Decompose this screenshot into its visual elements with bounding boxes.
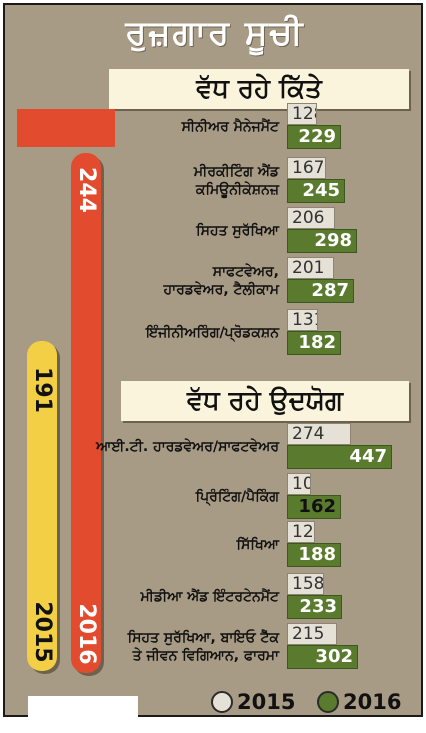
chart-title: ਰੁਜ਼ਗਾਰ ਸੂਚੀ	[125, 13, 305, 53]
section-heading-occupations: ਵੱਧ ਰਹੇ ਕਿੱਤੇ	[109, 69, 409, 109]
category-label-line: ਤੇ ਜੀਵਨ ਵਿਗਿਆਨ, ਫਾਰਮਾ	[132, 648, 279, 664]
bar-2016: 182	[287, 331, 341, 355]
bar-2016: 287	[287, 279, 354, 303]
category-label: ਸਿੱਖਿਆ	[237, 536, 279, 554]
category-label-line: ਆਈ.ਟੀ. ਹਾਰਡਵੇਅਰ/ਸਾਫਟਵੇਅਰ	[96, 439, 279, 455]
category-label: ਪ੍ਰਿੰਟਿੰਗ/ਪੈਕਿੰਗ	[196, 488, 279, 506]
category-label-line: ਸਿੱਖਿਆ	[236, 537, 279, 553]
category-label: ਸੀਨੀਅਰ ਮੈਨੇਜਮੈਂਟ	[182, 118, 279, 136]
bar-2015: 158	[287, 573, 324, 595]
section-heading-industries-text: ਵੱਧ ਰਹੇ ਉਦਯੋਗ	[186, 386, 344, 416]
category-label-line: ਕਮਿਊਨੀਕੇਸ਼ਨਜ਼	[195, 182, 279, 198]
bar-2016: 245	[287, 179, 345, 203]
category-label-line: ਸੀਨੀਅਰ ਮੈਨੇਜਮੈਂਟ	[181, 119, 279, 135]
total-label-2015: 2015	[30, 601, 55, 663]
infographic-panel: ਰੁਜ਼ਗਾਰ ਸੂਚੀ ਵੱਧ ਰਹੇ ਕਿੱਤੇ ਵੱਧ ਰਹੇ ਉਦਯੋਗ…	[3, 3, 423, 717]
category-label: ਇੰਜੀਨੀਅਰਿੰਗ/ਪ੍ਰੋਡਕਸ਼ਨ	[146, 324, 279, 342]
total-label-2016: 2016	[74, 603, 99, 665]
bar-2016: 302	[287, 645, 358, 669]
category-label-line: ਮੀਡੀਆ ਐਂਡ ਇੰਟਰਟੇਨਮੈਂਟ	[140, 589, 279, 605]
total-value-2016: 244	[74, 167, 99, 213]
bar-2015: 274	[287, 423, 351, 445]
total-bar-2015	[27, 341, 57, 671]
section-heading-industries: ਵੱਧ ਰਹੇ ਉਦਯੋਗ	[121, 381, 409, 421]
bar-2015: 101	[287, 473, 311, 495]
category-label-line: ਹਾਰਡਵੇਅਰ, ਟੈਲੀਕਾਮ	[163, 282, 279, 298]
total-bar-2016	[71, 153, 101, 673]
bar-2015: 131	[287, 309, 318, 331]
red-accent-tab	[17, 109, 115, 147]
bar-2016: 233	[287, 595, 342, 619]
legend: 2015 2016	[205, 687, 419, 715]
bar-2016: 188	[287, 543, 341, 567]
legend-swatch-2015	[211, 691, 233, 713]
category-label: ਆਈ.ਟੀ. ਹਾਰਡਵੇਅਰ/ਸਾਫਟਵੇਅਰ	[96, 438, 279, 456]
legend-label-2015: 2015	[237, 690, 296, 714]
bar-2015: 120	[287, 521, 315, 543]
category-label: ਸਾਫਟਵੇਅਰ, ਹਾਰਡਵੇਅਰ, ਟੈਲੀਕਾਮ	[164, 263, 279, 299]
category-label: ਮੀਡੀਆ ਐਂਡ ਇੰਟਰਟੇਨਮੈਂਟ	[140, 588, 279, 606]
bar-2015: 201	[287, 257, 334, 279]
legend-label-2016: 2016	[343, 690, 402, 714]
corner-mask	[28, 696, 138, 720]
category-label-line: ਇੰਜੀਨੀਅਰਿੰਗ/ਪ੍ਰੋਡਕਸ਼ਨ	[145, 325, 279, 341]
bar-2016: 229	[287, 125, 341, 149]
category-label: ਮੀਰਕੀਟਿੰਗ ਐਂਡ ਕਮਿਊਨੀਕੇਸ਼ਨਜ਼	[194, 163, 279, 199]
bar-2015: 167	[287, 157, 326, 179]
category-label: ਸਿਹਤ ਸੁਰੱਖਿਆ, ਬਾਇਓ ਟੈੱਕ ਤੇ ਜੀਵਨ ਵਿਗਿਆਨ, ਫ…	[128, 629, 279, 665]
legend-swatch-2016	[317, 691, 339, 713]
section-heading-occupations-text: ਵੱਧ ਰਹੇ ਕਿੱਤੇ	[196, 74, 322, 104]
category-label: ਸਿਹਤ ਸੁਰੱਖਿਆ	[196, 222, 279, 240]
total-value-2015: 191	[30, 367, 55, 413]
bar-2016: 298	[287, 229, 357, 253]
bar-2015: 215	[287, 623, 337, 645]
category-label-line: ਮੀਰਕੀਟਿੰਗ ਐਂਡ	[193, 164, 279, 180]
category-label-line: ਸਾਫਟਵੇਅਰ,	[212, 264, 279, 280]
bar-2015: 206	[287, 207, 335, 229]
bar-2016: 162	[287, 495, 341, 519]
bar-2015: 128	[287, 103, 317, 125]
category-label-line: ਪ੍ਰਿੰਟਿੰਗ/ਪੈਕਿੰਗ	[195, 489, 279, 505]
category-label-line: ਸਿਹਤ ਸੁਰੱਖਿਆ	[196, 223, 279, 239]
category-label-line: ਸਿਹਤ ਸੁਰੱਖਿਆ, ਬਾਇਓ ਟੈੱਕ	[127, 630, 279, 646]
bar-2016: 447	[287, 445, 392, 469]
